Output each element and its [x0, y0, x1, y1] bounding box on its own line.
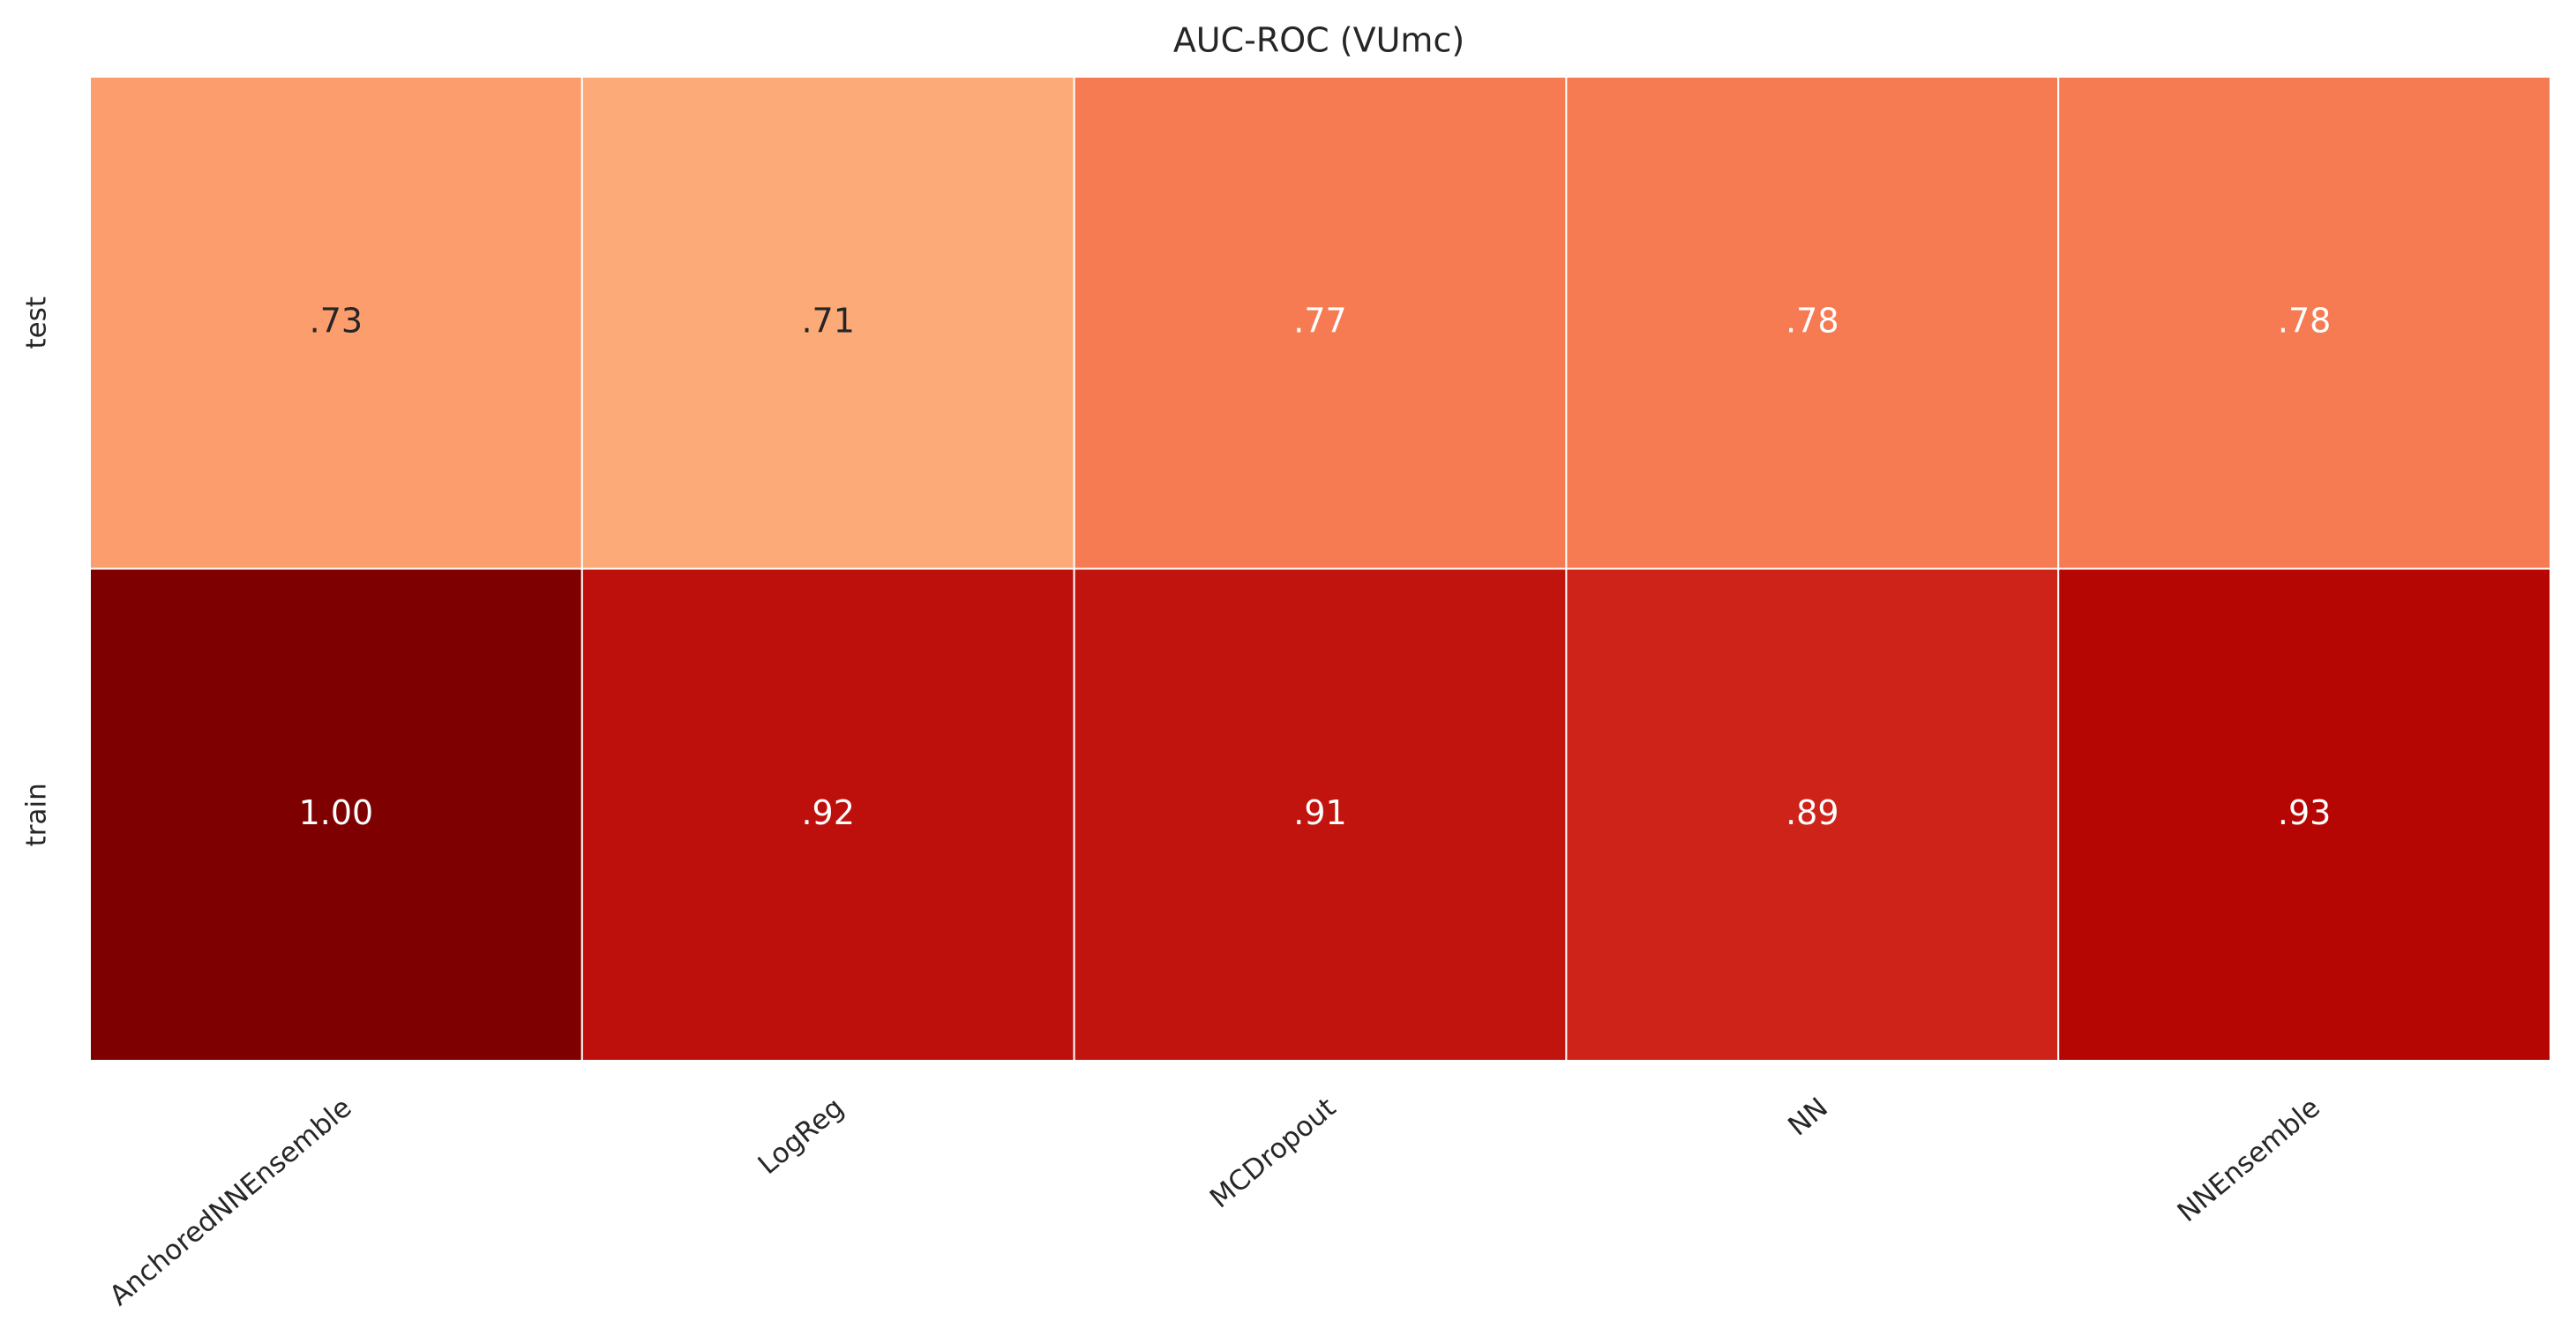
cell-value-label: .77 [1293, 301, 1346, 340]
heatmap-cell-train-AnchoredNNEnsemble [89, 567, 583, 1062]
heatmap-cells [89, 76, 2551, 1062]
cell-value-label: .73 [310, 301, 363, 340]
y-tick-label-test: test [21, 297, 53, 349]
heatmap-cell-test-AnchoredNNEnsemble [89, 76, 583, 570]
x-tick-label-LogReg: LogReg [753, 1092, 850, 1181]
heatmap-cell-test-NN [1565, 76, 2060, 570]
cell-value-label: .93 [2278, 793, 2331, 832]
heatmap-cell-labels: .73 .71 .77 .78 .78 1.00 .92 .91 .89 .93 [299, 301, 2332, 832]
heatmap-cell-train-LogReg [580, 567, 1075, 1062]
cell-value-label: .92 [801, 793, 854, 832]
heatmap-cell-train-NN [1565, 567, 2060, 1062]
cell-value-label: .89 [1786, 793, 1838, 832]
y-tick-labels: test train [21, 297, 53, 846]
heatmap-cell-train-MCDropout [1073, 567, 1568, 1062]
x-tick-label-MCDropout: MCDropout [1204, 1092, 1342, 1214]
heatmap-cell-test-MCDropout [1073, 76, 1568, 570]
x-tick-label-NN: NN [1782, 1092, 1834, 1142]
chart-title: AUC-ROC (VUmc) [1173, 21, 1464, 60]
x-tick-labels: AnchoredNNEnsemble LogReg MCDropout NN NNEns… [104, 1092, 2326, 1312]
heatmap-cell-test-LogReg [580, 76, 1075, 570]
cell-value-label: .71 [801, 301, 854, 340]
cell-value-label: .78 [2278, 301, 2331, 340]
cell-value-label: .78 [1786, 301, 1838, 340]
heatmap-cell-test-NNEnsemble [2057, 76, 2551, 570]
heatmap-cell-train-NNEnsemble [2057, 567, 2551, 1062]
cell-value-label: .91 [1293, 793, 1346, 832]
y-tick-label-train: train [21, 783, 53, 846]
cell-value-label: 1.00 [299, 793, 374, 832]
x-tick-label-AnchoredNNEnsemble: AnchoredNNEnsemble [104, 1092, 358, 1312]
x-tick-label-NNEnsemble: NNEnsemble [2172, 1092, 2326, 1228]
